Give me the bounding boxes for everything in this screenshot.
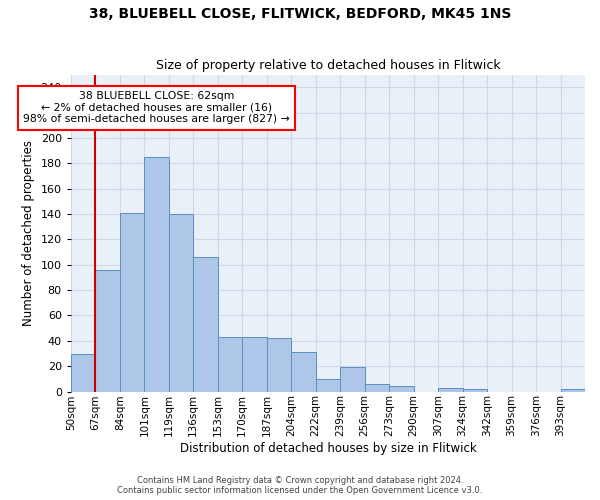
Bar [120,213,145,392]
Bar [438,388,463,392]
Bar [463,389,487,392]
Bar [389,386,413,392]
Bar [218,337,242,392]
Bar [71,354,95,392]
Bar [316,379,340,392]
Text: Contains HM Land Registry data © Crown copyright and database right 2024.
Contai: Contains HM Land Registry data © Crown c… [118,476,482,495]
X-axis label: Distribution of detached houses by size in Flitwick: Distribution of detached houses by size … [179,442,476,455]
Bar [560,389,585,392]
Bar [365,384,389,392]
Y-axis label: Number of detached properties: Number of detached properties [22,140,35,326]
Bar [169,214,193,392]
Bar [242,337,267,392]
Text: 38 BLUEBELL CLOSE: 62sqm
← 2% of detached houses are smaller (16)
98% of semi-de: 38 BLUEBELL CLOSE: 62sqm ← 2% of detache… [23,91,290,124]
Title: Size of property relative to detached houses in Flitwick: Size of property relative to detached ho… [155,59,500,72]
Bar [95,270,120,392]
Text: 38, BLUEBELL CLOSE, FLITWICK, BEDFORD, MK45 1NS: 38, BLUEBELL CLOSE, FLITWICK, BEDFORD, M… [89,8,511,22]
Bar [145,157,169,392]
Bar [340,368,365,392]
Bar [291,352,316,392]
Bar [193,257,218,392]
Bar [267,338,291,392]
